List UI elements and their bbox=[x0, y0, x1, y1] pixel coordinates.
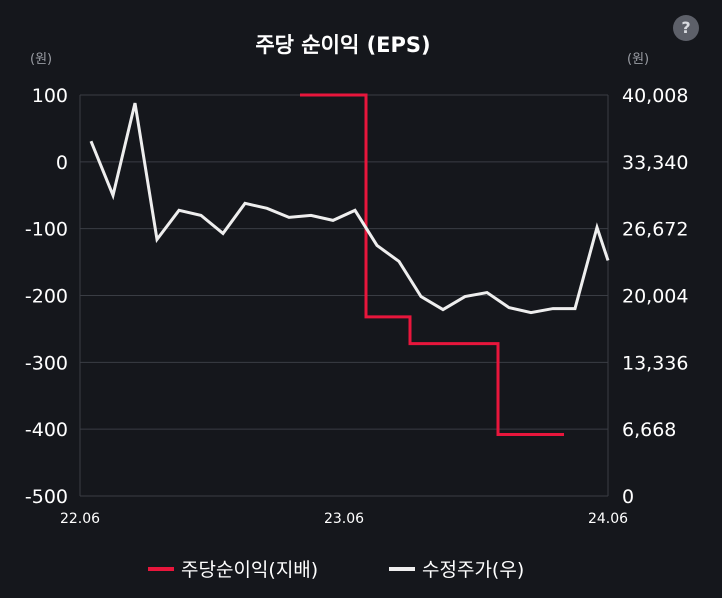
y-left-tick-label: -300 bbox=[25, 352, 68, 374]
x-tick-label: 23.06 bbox=[324, 511, 364, 527]
series-line-1 bbox=[300, 93, 564, 437]
y-right-tick-label: 26,672 bbox=[622, 219, 688, 241]
y-left-tick-label: -400 bbox=[25, 419, 68, 441]
y-left-tick-label: -100 bbox=[25, 219, 68, 241]
y-right-tick-label: 40,008 bbox=[622, 85, 688, 107]
help-icon[interactable]: ? bbox=[673, 15, 699, 41]
series-line-2 bbox=[89, 102, 610, 315]
x-tick-label: 24.06 bbox=[588, 511, 628, 527]
y-left-tick-label: -200 bbox=[25, 286, 68, 308]
x-tick-label: 22.06 bbox=[60, 511, 100, 527]
y-left-tick-label: 100 bbox=[32, 85, 68, 107]
y-left-tick-label: 0 bbox=[56, 152, 68, 174]
y-right-tick-label: 6,668 bbox=[622, 419, 676, 441]
legend-label: 주당순이익(지배) bbox=[181, 559, 318, 581]
y-right-tick-label: 33,340 bbox=[622, 152, 688, 174]
y-right-tick-label: 13,336 bbox=[622, 352, 688, 374]
y-right-tick-label: 20,004 bbox=[622, 286, 688, 308]
y-left-tick-label: -500 bbox=[25, 486, 68, 508]
legend-label: 수정주가(우) bbox=[422, 559, 524, 581]
right-axis-unit: (원) bbox=[627, 52, 649, 67]
chart-title: 주당 순이익 (EPS) bbox=[255, 33, 430, 57]
left-axis-unit: (원) bbox=[30, 52, 52, 67]
y-right-tick-label: 0 bbox=[622, 486, 634, 508]
